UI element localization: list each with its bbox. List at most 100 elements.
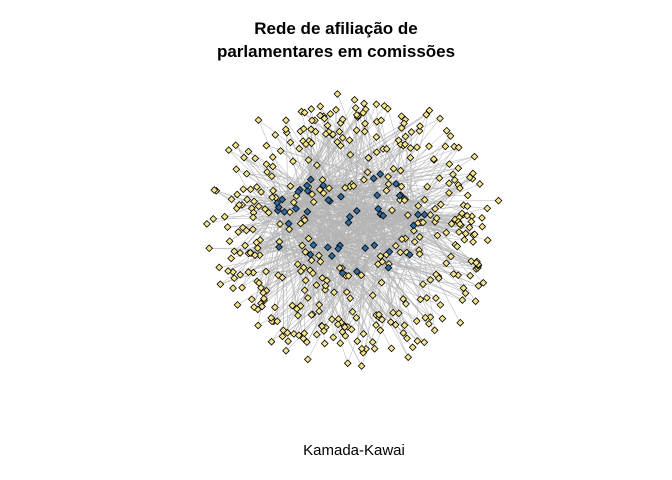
parliamentarian-node xyxy=(469,238,477,246)
parliamentarian-node xyxy=(247,295,256,304)
parliamentarian-node xyxy=(351,104,360,112)
committee-node xyxy=(414,210,422,219)
parliamentarian-node xyxy=(321,286,330,294)
parliamentarian-node xyxy=(330,288,338,297)
parliamentarian-node xyxy=(455,228,463,236)
parliamentarian-node xyxy=(234,228,243,236)
network-edge xyxy=(219,247,328,268)
parliamentarian-node xyxy=(386,318,395,326)
parliamentarian-node xyxy=(316,111,324,120)
parliamentarian-node xyxy=(304,294,312,302)
network-edge xyxy=(298,254,311,336)
parliamentarian-node xyxy=(258,302,266,311)
parliamentarian-node xyxy=(313,161,321,170)
parliamentarian-node xyxy=(459,284,468,292)
parliamentarian-node xyxy=(292,305,301,313)
parliamentarian-node xyxy=(238,223,247,232)
parliamentarian-node xyxy=(308,116,316,125)
network-edge xyxy=(244,207,279,246)
parliamentarian-node xyxy=(230,247,239,256)
network-edge xyxy=(364,116,402,249)
parliamentarian-node xyxy=(276,220,284,228)
committee-node xyxy=(337,192,345,201)
network-edge xyxy=(328,187,390,253)
parliamentarian-node xyxy=(338,133,347,142)
parliamentarian-node xyxy=(267,337,276,346)
parliamentarian-node xyxy=(407,128,416,136)
committee-node xyxy=(353,267,361,276)
network-edge xyxy=(272,166,390,253)
parliamentarian-node xyxy=(359,330,368,338)
parliamentarian-node xyxy=(241,241,249,250)
parliamentarian-node xyxy=(284,337,292,346)
parliamentarian-node xyxy=(377,116,386,125)
parliamentarian-node xyxy=(449,270,458,278)
parliamentarian-node xyxy=(244,147,253,156)
parliamentarian-node xyxy=(400,321,409,330)
network-edge xyxy=(258,183,397,284)
parliamentarian-node xyxy=(370,344,379,353)
parliamentarian-node xyxy=(254,116,263,124)
committee-node xyxy=(385,247,394,256)
parliamentarian-node xyxy=(321,130,330,138)
parliamentarian-node xyxy=(467,257,476,266)
parliamentarian-node xyxy=(347,325,356,334)
network-edge xyxy=(295,110,430,209)
parliamentarian-node xyxy=(269,186,277,195)
committee-node xyxy=(405,250,414,259)
parliamentarian-node xyxy=(406,144,415,152)
parliamentarian-node xyxy=(429,155,438,163)
parliamentarian-node xyxy=(299,124,308,133)
network-edge xyxy=(340,196,428,299)
network-edge xyxy=(376,195,428,299)
parliamentarian-node xyxy=(422,294,431,302)
parliamentarian-node xyxy=(223,223,232,231)
committee-node xyxy=(306,250,315,259)
parliamentarian-node xyxy=(344,271,353,280)
parliamentarian-node xyxy=(203,220,211,228)
parliamentarian-node xyxy=(461,229,470,238)
network-edge xyxy=(339,157,369,246)
network-edge xyxy=(297,119,343,192)
committee-node xyxy=(284,219,293,228)
parliamentarian-node xyxy=(372,148,381,157)
parliamentarian-node xyxy=(401,140,409,149)
parliamentarian-node xyxy=(378,257,387,266)
committee-node xyxy=(373,191,382,200)
parliamentarian-node xyxy=(252,183,261,191)
parliamentarian-node xyxy=(286,182,295,190)
parliamentarian-node xyxy=(368,338,377,346)
parliamentarian-node xyxy=(419,218,427,227)
parliamentarian-node xyxy=(246,185,255,194)
parliamentarian-node xyxy=(312,281,321,289)
committee-node xyxy=(392,180,400,188)
parliamentarian-node xyxy=(449,170,457,179)
parliamentarian-node xyxy=(426,211,435,219)
parliamentarian-node xyxy=(289,157,297,166)
parliamentarian-node xyxy=(376,252,385,261)
network-edge xyxy=(299,189,488,209)
network-edge xyxy=(252,217,339,250)
parliamentarian-node xyxy=(341,183,349,192)
network-edge xyxy=(356,271,417,322)
parliamentarian-node xyxy=(316,257,325,266)
network-edge xyxy=(239,204,296,209)
parliamentarian-node xyxy=(394,136,403,145)
parliamentarian-node xyxy=(472,258,481,267)
parliamentarian-node xyxy=(315,300,324,309)
parliamentarian-node xyxy=(463,211,471,220)
parliamentarian-node xyxy=(316,185,324,194)
parliamentarian-node xyxy=(335,127,344,136)
parliamentarian-node xyxy=(323,121,332,130)
parliamentarian-node xyxy=(273,317,282,326)
parliamentarian-node xyxy=(321,281,330,290)
parliamentarian-node xyxy=(360,99,368,108)
parliamentarian-node xyxy=(359,109,367,117)
parliamentarian-node xyxy=(250,303,258,311)
network-edge xyxy=(298,148,341,246)
parliamentarian-node xyxy=(240,153,248,162)
parliamentarian-node xyxy=(396,166,405,175)
parliamentarian-node xyxy=(380,102,389,110)
network-edge xyxy=(310,123,405,180)
parliamentarian-node xyxy=(307,256,316,265)
